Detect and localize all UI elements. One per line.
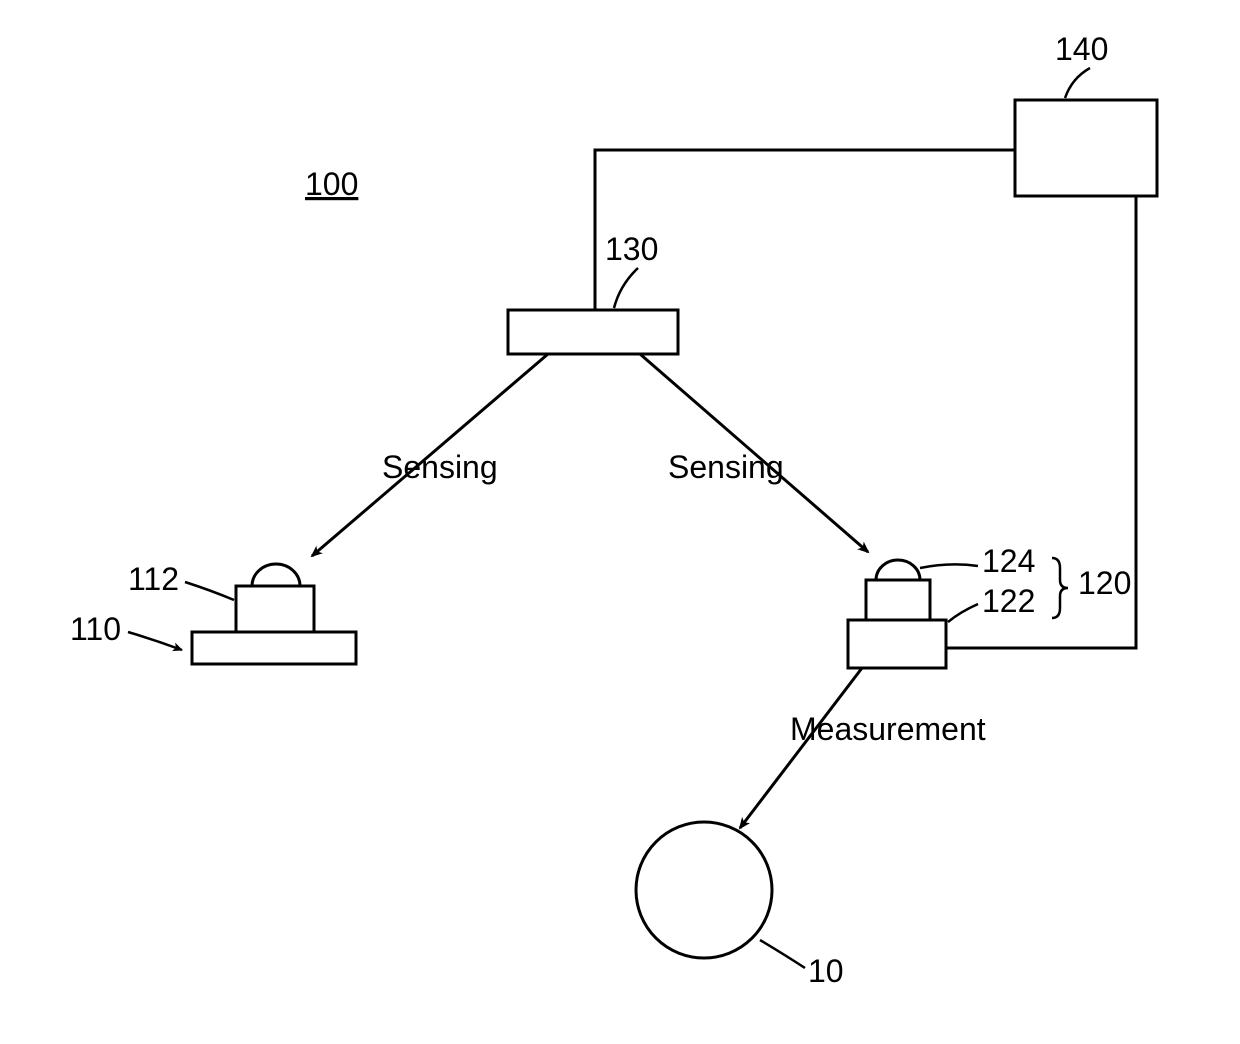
device-110-body	[236, 586, 314, 632]
ref-140: 140	[1055, 31, 1108, 67]
leader-112	[185, 582, 234, 600]
ref-112: 112	[128, 561, 179, 597]
connector-140-130	[595, 150, 1015, 310]
leader-122	[948, 604, 978, 622]
arrow-measurement	[740, 668, 862, 828]
leader-10	[760, 940, 805, 968]
diagram-title-ref: 100	[305, 166, 358, 202]
device-120-base	[848, 620, 946, 668]
box-140	[1015, 100, 1157, 196]
ref-120: 120	[1078, 565, 1131, 601]
brace-120	[1052, 558, 1068, 618]
device-120	[848, 560, 946, 668]
device-110-base	[192, 632, 356, 664]
device-120-dome	[876, 560, 920, 580]
leader-140	[1065, 68, 1090, 98]
target-10	[636, 822, 772, 958]
box-130	[508, 310, 678, 354]
label-sensing-left: Sensing	[382, 449, 498, 485]
ref-124: 124	[982, 543, 1035, 579]
label-measurement: Measurement	[790, 711, 986, 747]
ref-10: 10	[808, 953, 844, 989]
ref-110: 110	[70, 611, 121, 647]
device-110-dome	[252, 564, 300, 586]
device-120-body	[866, 580, 930, 620]
leader-110-arrow	[128, 632, 182, 650]
diagram-canvas: 100 140 130 112 110 124 122 120 Sensing …	[0, 0, 1240, 1044]
device-110	[192, 564, 356, 664]
label-sensing-right: Sensing	[668, 449, 784, 485]
ref-130: 130	[605, 231, 658, 267]
ref-122: 122	[982, 583, 1035, 619]
leader-130	[614, 268, 638, 308]
leader-124	[920, 564, 978, 568]
